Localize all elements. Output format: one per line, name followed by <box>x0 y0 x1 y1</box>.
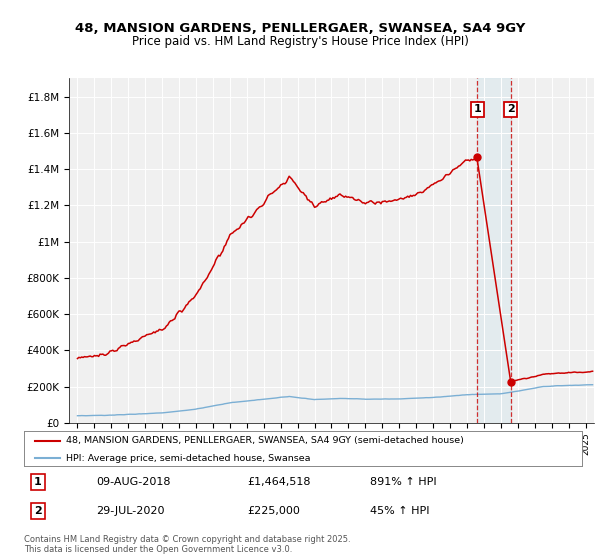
Text: HPI: Average price, semi-detached house, Swansea: HPI: Average price, semi-detached house,… <box>66 454 310 463</box>
Text: 2: 2 <box>34 506 42 516</box>
Text: 29-JUL-2020: 29-JUL-2020 <box>97 506 165 516</box>
Text: 1: 1 <box>34 477 42 487</box>
Text: 48, MANSION GARDENS, PENLLERGAER, SWANSEA, SA4 9GY: 48, MANSION GARDENS, PENLLERGAER, SWANSE… <box>75 22 525 35</box>
Text: 2: 2 <box>507 104 515 114</box>
Text: 891% ↑ HPI: 891% ↑ HPI <box>370 477 437 487</box>
Text: 1: 1 <box>473 104 481 114</box>
Text: 09-AUG-2018: 09-AUG-2018 <box>97 477 171 487</box>
Text: Price paid vs. HM Land Registry's House Price Index (HPI): Price paid vs. HM Land Registry's House … <box>131 35 469 48</box>
Text: Contains HM Land Registry data © Crown copyright and database right 2025.
This d: Contains HM Land Registry data © Crown c… <box>24 535 350 554</box>
Text: 48, MANSION GARDENS, PENLLERGAER, SWANSEA, SA4 9GY (semi-detached house): 48, MANSION GARDENS, PENLLERGAER, SWANSE… <box>66 436 464 445</box>
Text: 45% ↑ HPI: 45% ↑ HPI <box>370 506 430 516</box>
Bar <box>477 78 511 423</box>
Text: £1,464,518: £1,464,518 <box>247 477 311 487</box>
Text: £225,000: £225,000 <box>247 506 300 516</box>
